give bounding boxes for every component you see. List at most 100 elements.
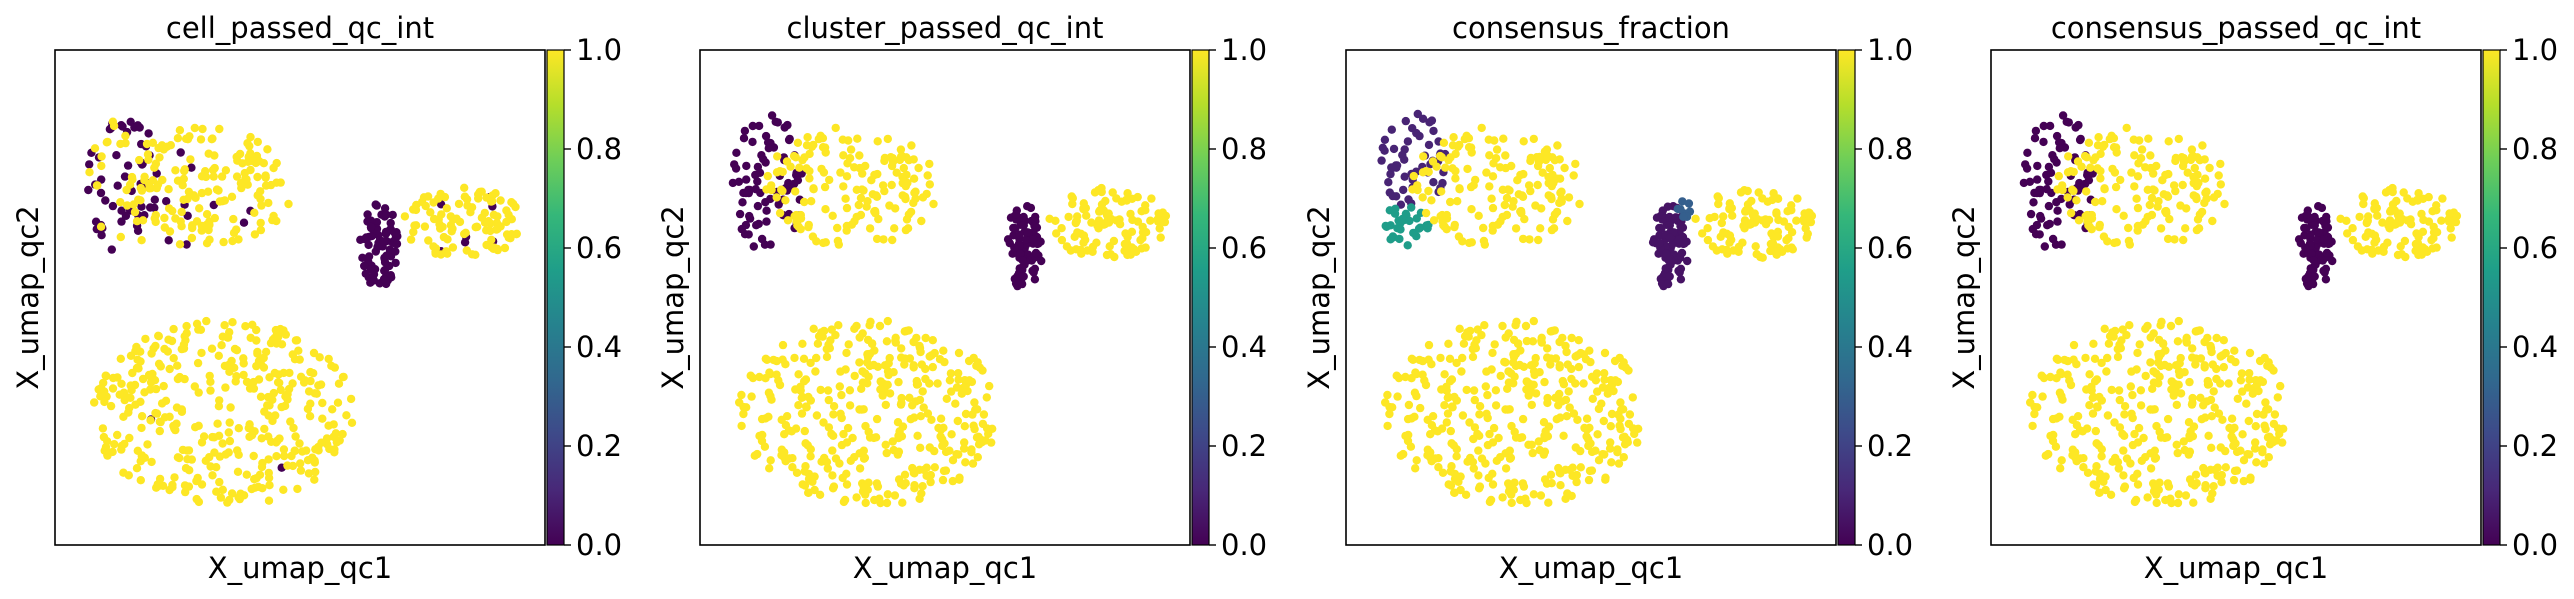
data-point [909,174,919,183]
data-point [310,475,319,484]
data-point [147,349,156,358]
data-point [1633,438,1642,447]
data-point [774,200,783,209]
data-point [1469,464,1478,473]
data-point [827,429,836,439]
data-point [2133,480,2143,489]
data-point [1582,414,1592,423]
data-point [90,398,99,407]
data-point [812,353,821,363]
data-point [133,121,142,130]
data-point [1719,212,1728,221]
data-point [259,353,268,363]
data-point [1530,370,1539,380]
data-point [265,481,274,490]
data-point [2270,410,2280,419]
data-point [1062,242,1072,251]
data-point [954,375,963,384]
data-point [318,414,327,423]
data-point [892,168,901,177]
data-point [1572,477,1581,487]
data-point [269,388,278,398]
data-point [1012,210,1021,219]
panel-title: consensus_passed_qc_int [2051,11,2421,45]
data-point [938,441,947,451]
data-point [1487,365,1496,374]
data-point [807,142,817,151]
plot-area [699,49,1191,546]
data-point [2392,219,2401,229]
data-point [2135,340,2144,349]
data-point [938,475,948,485]
data-point [128,368,137,378]
data-point [1407,203,1416,212]
data-point [822,352,832,362]
data-point [1112,216,1121,225]
data-point [1418,356,1427,366]
data-point [2052,131,2062,141]
data-point [1543,398,1552,408]
data-point [2083,468,2093,477]
data-point [1488,438,1498,447]
data-point [2084,221,2093,230]
data-point [844,340,853,349]
data-point [2089,339,2098,348]
data-point [2098,142,2108,151]
data-point [2041,451,2050,460]
data-point [420,222,430,231]
data-point [2181,491,2191,500]
data-point [2204,431,2213,440]
data-point [1112,194,1121,203]
panel-1: cell_passed_qc_intX_umap_qc1X_umap_qc20.… [11,11,622,585]
data-point [1803,229,1812,238]
data-point [243,139,252,148]
data-point [2113,352,2123,362]
data-point [2091,467,2100,476]
data-point [871,433,881,442]
data-point [761,131,771,141]
data-point [1496,163,1505,172]
data-point [2093,164,2102,173]
data-point [873,482,883,491]
data-point [1549,224,1559,233]
data-point [767,181,776,190]
colorbar [546,49,565,546]
data-point [1101,219,1110,229]
data-point [2218,415,2227,424]
data-point [2417,209,2426,219]
data-point [181,487,190,497]
data-point [373,242,383,251]
data-point [154,332,163,341]
data-point [363,210,372,219]
data-point [1698,229,1707,238]
data-point [2224,379,2233,388]
data-point [742,175,751,184]
data-point [1624,419,1634,429]
data-point [2418,227,2428,236]
data-point [1448,164,1457,173]
data-point [2230,466,2240,476]
data-point [201,456,210,465]
data-point [217,172,227,181]
data-point [1447,402,1457,411]
data-point [1484,473,1493,483]
data-point [2038,392,2047,401]
data-point [1546,470,1556,479]
data-point [2149,367,2158,376]
data-point [737,390,746,400]
data-point [286,417,295,426]
data-point [965,376,974,385]
data-point [821,148,830,157]
data-point [1127,227,1137,236]
data-point [1603,389,1612,398]
data-point [918,387,927,396]
data-point [1120,239,1130,249]
data-point [1073,228,1082,237]
data-point [2446,224,2455,233]
data-point [1439,138,1449,147]
data-point [1383,421,1392,431]
data-point [1390,209,1400,218]
data-point [1657,224,1666,233]
data-point [1552,207,1562,217]
